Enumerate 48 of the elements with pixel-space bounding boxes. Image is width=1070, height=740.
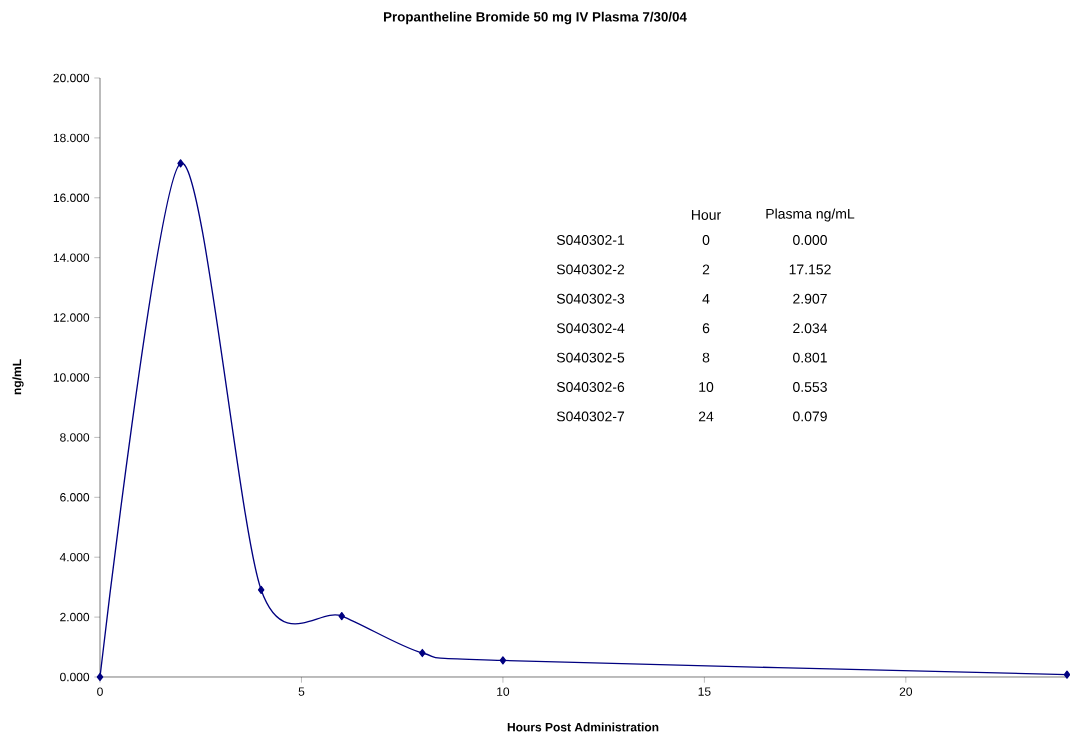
annotation: Plasma ng/mL — [766, 208, 855, 222]
point — [338, 611, 346, 621]
point — [96, 672, 104, 682]
annotation: 17.152 — [789, 264, 831, 275]
annotation: Hour — [691, 210, 721, 220]
annotation: S040302-4 — [556, 323, 625, 334]
x-tick-label: 15 — [698, 687, 711, 696]
annotation: S040302-7 — [556, 411, 625, 422]
annotation: S040302-6 — [556, 382, 625, 392]
annotation: 0 — [702, 235, 710, 245]
annotation: 2.907 — [793, 293, 827, 304]
annotation: 24 — [698, 411, 714, 422]
annotation: 0.553 — [793, 382, 827, 392]
y-tick-label: 0.000 — [60, 672, 90, 682]
y-tick-label: 6.000 — [60, 493, 90, 502]
y-tick-label: 12.000 — [53, 313, 90, 322]
y-tick-label: 2.000 — [60, 612, 90, 622]
point — [499, 656, 507, 665]
point — [257, 585, 265, 595]
x-tick-label: 20 — [899, 687, 913, 696]
chart-title: Propantheline Bromide 50 mg IV Plasma 7/30/04 — [384, 11, 687, 25]
y-tick-label: 4.000 — [59, 552, 90, 562]
y-tick-label: 8.000 — [60, 433, 90, 442]
annotation: 4 — [702, 293, 710, 304]
annotation: 0.801 — [793, 352, 827, 363]
annotation: 8 — [702, 352, 710, 363]
y-tick-label: 18.000 — [53, 133, 90, 143]
y-tick-label: 14.000 — [53, 253, 90, 262]
y-tick-label: 20.000 — [53, 73, 90, 83]
annotation: 2 — [702, 264, 710, 275]
x-tick-label: 0 — [97, 687, 103, 696]
annotation: S040302-3 — [556, 293, 625, 304]
point — [419, 648, 426, 658]
y-axis-title: ng/mL — [12, 359, 24, 395]
x-axis-title: Hours Post Administration — [507, 722, 659, 732]
annotation: S040302-5 — [556, 352, 625, 363]
x-tick-label: 10 — [497, 687, 510, 696]
annotation: S040302-2 — [556, 264, 625, 275]
annotation: S040302-1 — [556, 235, 625, 245]
annotation: 6 — [702, 323, 710, 334]
annotation: 0.000 — [793, 235, 827, 245]
y-tick-label: 16.000 — [53, 193, 90, 203]
annotation: 2.034 — [793, 323, 828, 334]
point — [177, 159, 184, 168]
annotation: 0.079 — [793, 411, 827, 422]
x-tick-label: 5 — [298, 687, 305, 696]
y-tick-label: 10.000 — [53, 373, 90, 382]
annotation: 10 — [699, 382, 714, 392]
